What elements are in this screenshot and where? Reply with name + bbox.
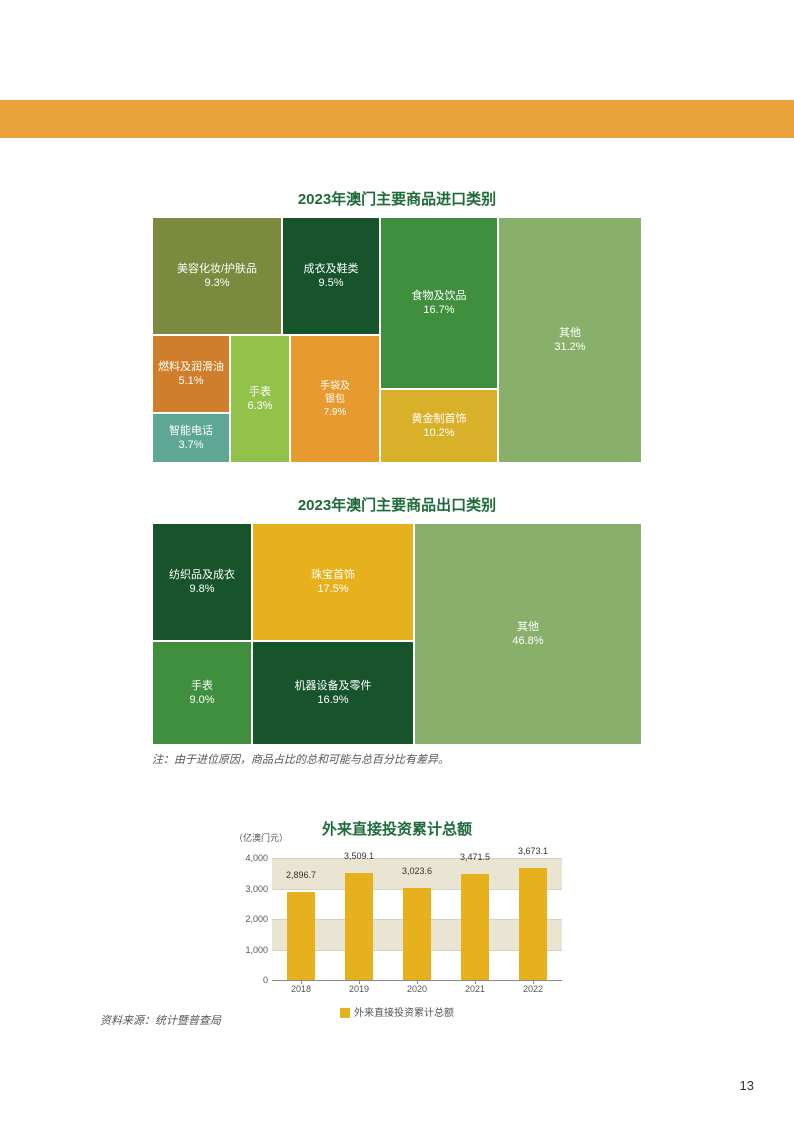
bar bbox=[287, 892, 315, 980]
treemap-cell: 纺织品及成衣9.8% bbox=[152, 523, 252, 641]
treemap-cell: 手表9.0% bbox=[152, 641, 252, 745]
import-treemap: 美容化妆/护肤品9.3%成衣及鞋类9.5%食物及饮品16.7%其他31.2% 燃料… bbox=[152, 217, 642, 463]
page-number: 13 bbox=[740, 1078, 754, 1093]
treemap-cell: 其他46.8% bbox=[414, 523, 642, 745]
data-source: 资料来源：统计暨普查局 bbox=[100, 1012, 221, 1028]
treemap-cell: 手袋及银包7.9% bbox=[290, 335, 380, 463]
bar-plot-area: 2,896.73,509.13,023.63,471.53,673.1 2018… bbox=[232, 858, 562, 998]
bar bbox=[345, 873, 373, 980]
import-title: 2023年澳门主要商品进口类别 bbox=[0, 188, 794, 209]
bar-legend: 外来直接投资累计总额 bbox=[232, 1004, 562, 1019]
bar bbox=[403, 888, 431, 980]
treemap-cell: 机器设备及零件16.9% bbox=[252, 641, 414, 745]
export-chart: 2023年澳门主要商品出口类别 纺织品及成衣9.8%珠宝首饰17.5%手表9.0… bbox=[0, 494, 794, 767]
treemap-cell: 珠宝首饰17.5% bbox=[252, 523, 414, 641]
treemap-cell: 食物及饮品16.7% bbox=[380, 217, 498, 389]
y-axis-unit: （亿澳门元） bbox=[234, 831, 562, 844]
treemap-cell: 黄金制首饰10.2% bbox=[380, 389, 498, 463]
treemap-cell: 手表6.3% bbox=[230, 335, 290, 463]
treemap-cell: 成衣及鞋类9.5% bbox=[282, 217, 380, 335]
legend-swatch bbox=[340, 1008, 350, 1018]
header-band bbox=[0, 100, 794, 138]
treemap-cell: 其他31.2% bbox=[498, 217, 642, 463]
legend-label: 外来直接投资累计总额 bbox=[354, 1008, 454, 1019]
fdi-bar-chart: 外来直接投资累计总额 （亿澳门元） 2,896.73,509.13,023.63… bbox=[0, 818, 794, 1019]
export-treemap: 纺织品及成衣9.8%珠宝首饰17.5%手表9.0%机器设备及零件16.9%其他4… bbox=[152, 523, 642, 745]
bar bbox=[519, 868, 547, 980]
import-chart: 2023年澳门主要商品进口类别 美容化妆/护肤品9.3%成衣及鞋类9.5%食物及… bbox=[0, 188, 794, 463]
bar bbox=[461, 874, 489, 980]
treemap-cell: 智能电话3.7% bbox=[152, 413, 230, 463]
treemap-cell: 燃料及润滑油5.1% bbox=[152, 335, 230, 413]
rounding-note: 注：由于进位原因，商品占比的总和可能与总百分比有差异。 bbox=[152, 751, 642, 767]
export-title: 2023年澳门主要商品出口类别 bbox=[0, 494, 794, 515]
treemap-cell: 美容化妆/护肤品9.3% bbox=[152, 217, 282, 335]
